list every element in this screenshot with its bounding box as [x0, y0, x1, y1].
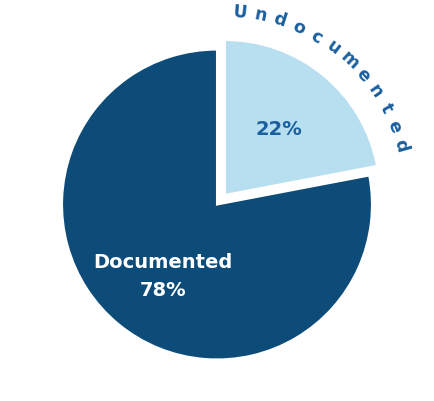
Text: 78%: 78% — [139, 281, 186, 300]
Text: d: d — [271, 10, 288, 31]
Text: o: o — [289, 17, 308, 38]
Text: e: e — [352, 65, 374, 86]
Text: Documented: Documented — [93, 253, 232, 272]
Text: d: d — [391, 138, 411, 154]
Text: t: t — [376, 101, 396, 116]
Text: e: e — [384, 118, 405, 136]
Text: U: U — [232, 3, 248, 22]
Text: 22%: 22% — [256, 120, 302, 139]
Text: n: n — [365, 81, 386, 101]
Wedge shape — [62, 50, 372, 359]
Text: c: c — [308, 26, 326, 47]
Text: n: n — [252, 6, 268, 26]
Text: m: m — [336, 48, 362, 73]
Text: u: u — [323, 37, 344, 59]
Wedge shape — [225, 40, 377, 195]
